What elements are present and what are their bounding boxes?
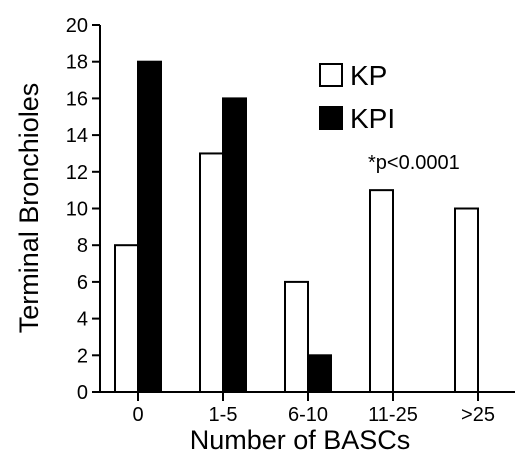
y-tick-label: 8 [77, 235, 88, 257]
x-tick-label: 1-5 [209, 404, 238, 426]
x-tick-label: >25 [461, 404, 495, 426]
bar-kp-4 [454, 207, 479, 393]
y-tick-label: 10 [66, 199, 88, 221]
legend-swatch-kpi [319, 106, 343, 130]
x-axis-title: Number of BASCs [190, 425, 411, 455]
legend-label-kpi: KPI [350, 103, 395, 134]
y-tick-label: 6 [77, 272, 88, 294]
bar-kp-3 [369, 189, 394, 393]
x-tick-label: 0 [132, 404, 143, 426]
y-tick-label: 20 [66, 15, 88, 37]
bar-kpi-1 [222, 97, 247, 394]
y-tick-label: 14 [66, 125, 88, 147]
bar-kp-2 [284, 280, 309, 393]
y-tick-label: 18 [66, 52, 88, 74]
bar-kp-0 [114, 244, 139, 393]
x-tick-label: 11-25 [368, 404, 418, 426]
legend: KP KPI [319, 60, 395, 134]
y-tick-label: 4 [77, 309, 88, 331]
x-axis-ticks: 0 1-5 6-10 11-25 >25 [132, 392, 495, 426]
bars [114, 60, 479, 394]
x-tick-label: 6-10 [288, 404, 328, 426]
bar-kpi-0 [137, 60, 162, 393]
y-tick-label: 12 [66, 162, 88, 184]
y-tick-label: 2 [77, 345, 88, 367]
bar-kp-1 [199, 152, 224, 393]
y-tick-label: 0 [77, 382, 88, 404]
legend-label-kp: KP [350, 60, 387, 91]
y-axis-ticks: 0 2 4 6 8 10 12 14 16 18 20 [66, 15, 100, 404]
bar-kpi-2 [307, 354, 332, 393]
significance-annotation: *p<0.0001 [368, 152, 460, 174]
legend-swatch-kp [319, 63, 343, 87]
y-tick-label: 16 [66, 88, 88, 110]
y-axis-title: Terminal Bronchioles [14, 83, 44, 334]
